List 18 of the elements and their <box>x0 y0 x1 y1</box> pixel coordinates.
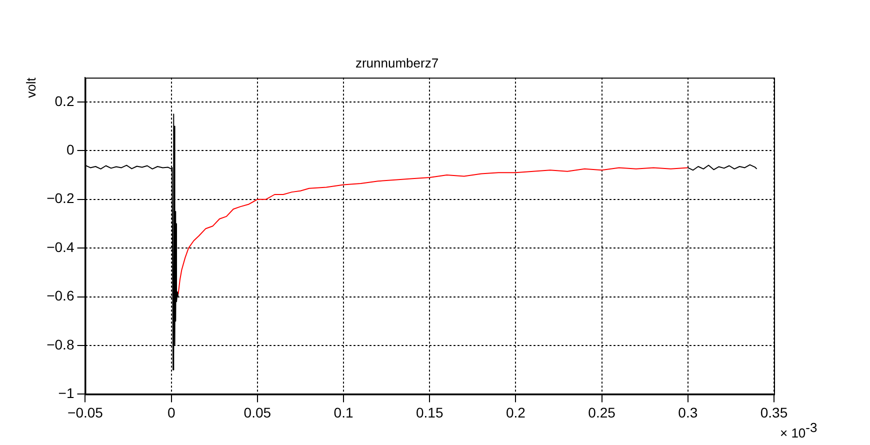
x-tick-label: 0.05 <box>244 404 272 420</box>
x-tick-label: 0.25 <box>588 404 616 420</box>
x-tick-label: 0.3 <box>678 404 698 420</box>
y-axis-title: volt <box>23 77 38 98</box>
x-tick-label: 0.15 <box>416 404 444 420</box>
y-tick-label: −0.8 <box>46 336 74 352</box>
y-tick-label: −0.2 <box>46 190 74 206</box>
y-tick-label: 0.2 <box>54 92 74 109</box>
x-tick-label: 0.2 <box>506 404 526 420</box>
chart-title: zrunnumberz7 <box>355 55 439 70</box>
x-tick-label: 0.35 <box>760 404 788 420</box>
x-tick-label: 0 <box>167 404 176 420</box>
y-tick-label: −1 <box>58 385 74 402</box>
y-tick-label: −0.6 <box>46 288 74 304</box>
y-tick-label: 0 <box>66 142 74 158</box>
x-tick-label: −0.05 <box>68 404 104 420</box>
y-tick-label: −0.4 <box>46 238 74 255</box>
x-tick-label: 0.1 <box>334 404 354 420</box>
